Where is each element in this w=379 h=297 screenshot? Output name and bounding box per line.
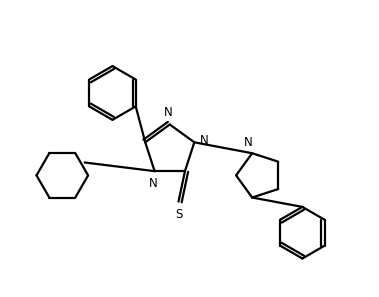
Text: N: N [149, 176, 157, 189]
Text: N: N [200, 134, 208, 147]
Text: N: N [164, 106, 172, 119]
Text: N: N [244, 136, 253, 149]
Text: S: S [175, 208, 182, 221]
